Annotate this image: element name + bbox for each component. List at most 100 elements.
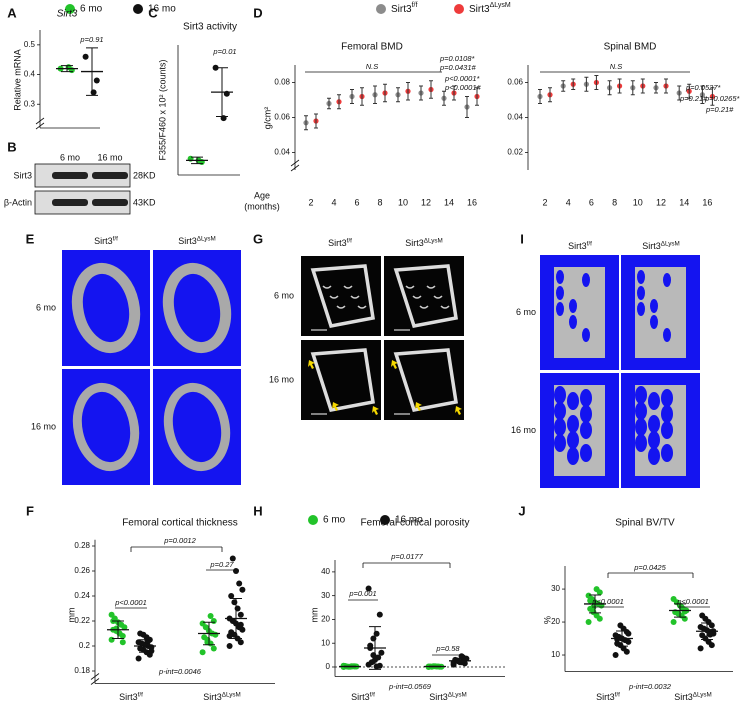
legend-label: 16 mo bbox=[148, 4, 176, 15]
annotation: p-int=0.0569 bbox=[388, 682, 432, 691]
error-bar bbox=[475, 87, 479, 106]
blot-band bbox=[92, 199, 128, 206]
row-label: β-Actin bbox=[4, 197, 32, 207]
y-tick-label: 0.2 bbox=[79, 641, 91, 650]
error-bar bbox=[589, 594, 601, 614]
x-tick-label-sup: ΔLysM bbox=[222, 691, 241, 698]
x-tick-label-sup: f/f bbox=[615, 691, 620, 698]
data-point bbox=[93, 77, 100, 84]
y-tick-label: 0 bbox=[326, 662, 331, 671]
bone-pore bbox=[635, 402, 647, 420]
x-tick-label: 4 bbox=[331, 197, 336, 207]
data-point bbox=[233, 568, 239, 574]
x-tick-label-base: Sirt3 bbox=[596, 692, 615, 702]
row-label: 16 mo bbox=[31, 421, 56, 431]
annotation: p<0.0001* bbox=[444, 74, 480, 83]
x-tick-label: Sirt3ΔLysM bbox=[429, 691, 467, 702]
data-point bbox=[210, 618, 217, 624]
bone-pore bbox=[554, 434, 566, 452]
annotation: p-int=0.0046 bbox=[158, 667, 202, 676]
x-tick-label: 4 bbox=[566, 197, 571, 207]
error-bar bbox=[406, 82, 410, 101]
error-bar bbox=[465, 96, 469, 118]
data-point bbox=[137, 645, 144, 652]
error-bar bbox=[383, 83, 387, 103]
y-tick-label: 0.04 bbox=[274, 148, 290, 157]
x-tick-label-base: Sirt3 bbox=[119, 692, 138, 702]
y-tick-label: 0.26 bbox=[74, 566, 90, 575]
panel-letter: I bbox=[520, 231, 524, 246]
error-bar bbox=[373, 85, 377, 104]
y-axis-label: F355/F460 x 10² (counts) bbox=[157, 59, 167, 160]
row-label: 16 mo bbox=[511, 425, 536, 435]
annotation: p=0.21# bbox=[705, 105, 734, 114]
y-tick-label: 40 bbox=[321, 567, 330, 576]
annotation: p<0.0001 bbox=[114, 598, 147, 607]
y-tick-label: 10 bbox=[551, 650, 560, 659]
trabecula bbox=[343, 285, 353, 289]
annotation: p=0.001 bbox=[348, 589, 376, 598]
panel-letter: H bbox=[253, 503, 262, 518]
error-bar bbox=[617, 78, 622, 94]
error-bar bbox=[337, 94, 341, 110]
axis-break bbox=[90, 673, 100, 680]
column-label: Sirt3f/f bbox=[328, 237, 352, 248]
legend-label: 6 mo bbox=[323, 515, 346, 526]
x-axis-label: Age bbox=[254, 190, 270, 200]
annotation: p=0.0431# bbox=[439, 63, 476, 72]
bone-pore bbox=[648, 447, 660, 465]
trabecula bbox=[412, 295, 422, 299]
error-bar bbox=[710, 87, 715, 106]
x-tick-label: Sirt3ΔLysM bbox=[674, 691, 712, 702]
annotation: p=0.58 bbox=[435, 644, 460, 653]
row-label: 6 mo bbox=[516, 307, 536, 317]
error-bar bbox=[304, 115, 308, 131]
error-bar bbox=[454, 657, 466, 664]
data-point bbox=[593, 586, 600, 593]
panel-letter: G bbox=[253, 231, 263, 246]
data-point bbox=[697, 623, 704, 630]
error-bar bbox=[664, 78, 668, 94]
error-bar bbox=[203, 621, 215, 646]
column-label-sup: f/f bbox=[587, 240, 592, 247]
data-point bbox=[378, 649, 385, 656]
y-tick-label: 0.5 bbox=[24, 40, 36, 49]
data-point bbox=[365, 661, 372, 668]
data-point bbox=[108, 611, 115, 618]
annotation: p<0.0001 bbox=[676, 597, 709, 606]
bone-outline bbox=[393, 264, 458, 329]
data-point bbox=[119, 639, 126, 646]
bone-pore bbox=[648, 392, 660, 410]
data-point bbox=[237, 611, 244, 618]
error-bar bbox=[61, 65, 73, 73]
data-point bbox=[614, 640, 621, 647]
trabecula bbox=[419, 305, 429, 309]
data-point bbox=[697, 645, 704, 652]
error-bar bbox=[616, 630, 628, 647]
annotation: p<0.0001 bbox=[591, 597, 624, 606]
data-point bbox=[612, 652, 619, 659]
y-tick-label: 30 bbox=[551, 584, 560, 593]
data-point bbox=[365, 585, 372, 592]
bone-pore bbox=[635, 386, 647, 404]
bone-pore bbox=[569, 299, 577, 313]
error-bar bbox=[360, 87, 364, 106]
data-point bbox=[617, 622, 624, 629]
error-bar bbox=[571, 78, 576, 90]
annotation: p=0.0012 bbox=[163, 536, 196, 545]
x-tick-label: 6 bbox=[589, 197, 594, 207]
error-bar bbox=[630, 80, 635, 96]
legend-label-base: Sirt3 bbox=[391, 4, 412, 15]
bone-ring bbox=[163, 382, 231, 472]
bone-pore bbox=[637, 302, 645, 316]
data-point bbox=[229, 555, 236, 562]
x-tick-label-base: Sirt3 bbox=[203, 692, 222, 702]
data-point bbox=[585, 619, 592, 626]
annotation: p=0.0527* bbox=[685, 83, 721, 92]
data-point bbox=[207, 613, 214, 619]
legend-label-sup: ΔLysM bbox=[490, 2, 511, 9]
bone-pore bbox=[567, 415, 579, 433]
x-tick-label: 12 bbox=[421, 197, 431, 207]
annotation: p=0.91 bbox=[79, 35, 103, 44]
